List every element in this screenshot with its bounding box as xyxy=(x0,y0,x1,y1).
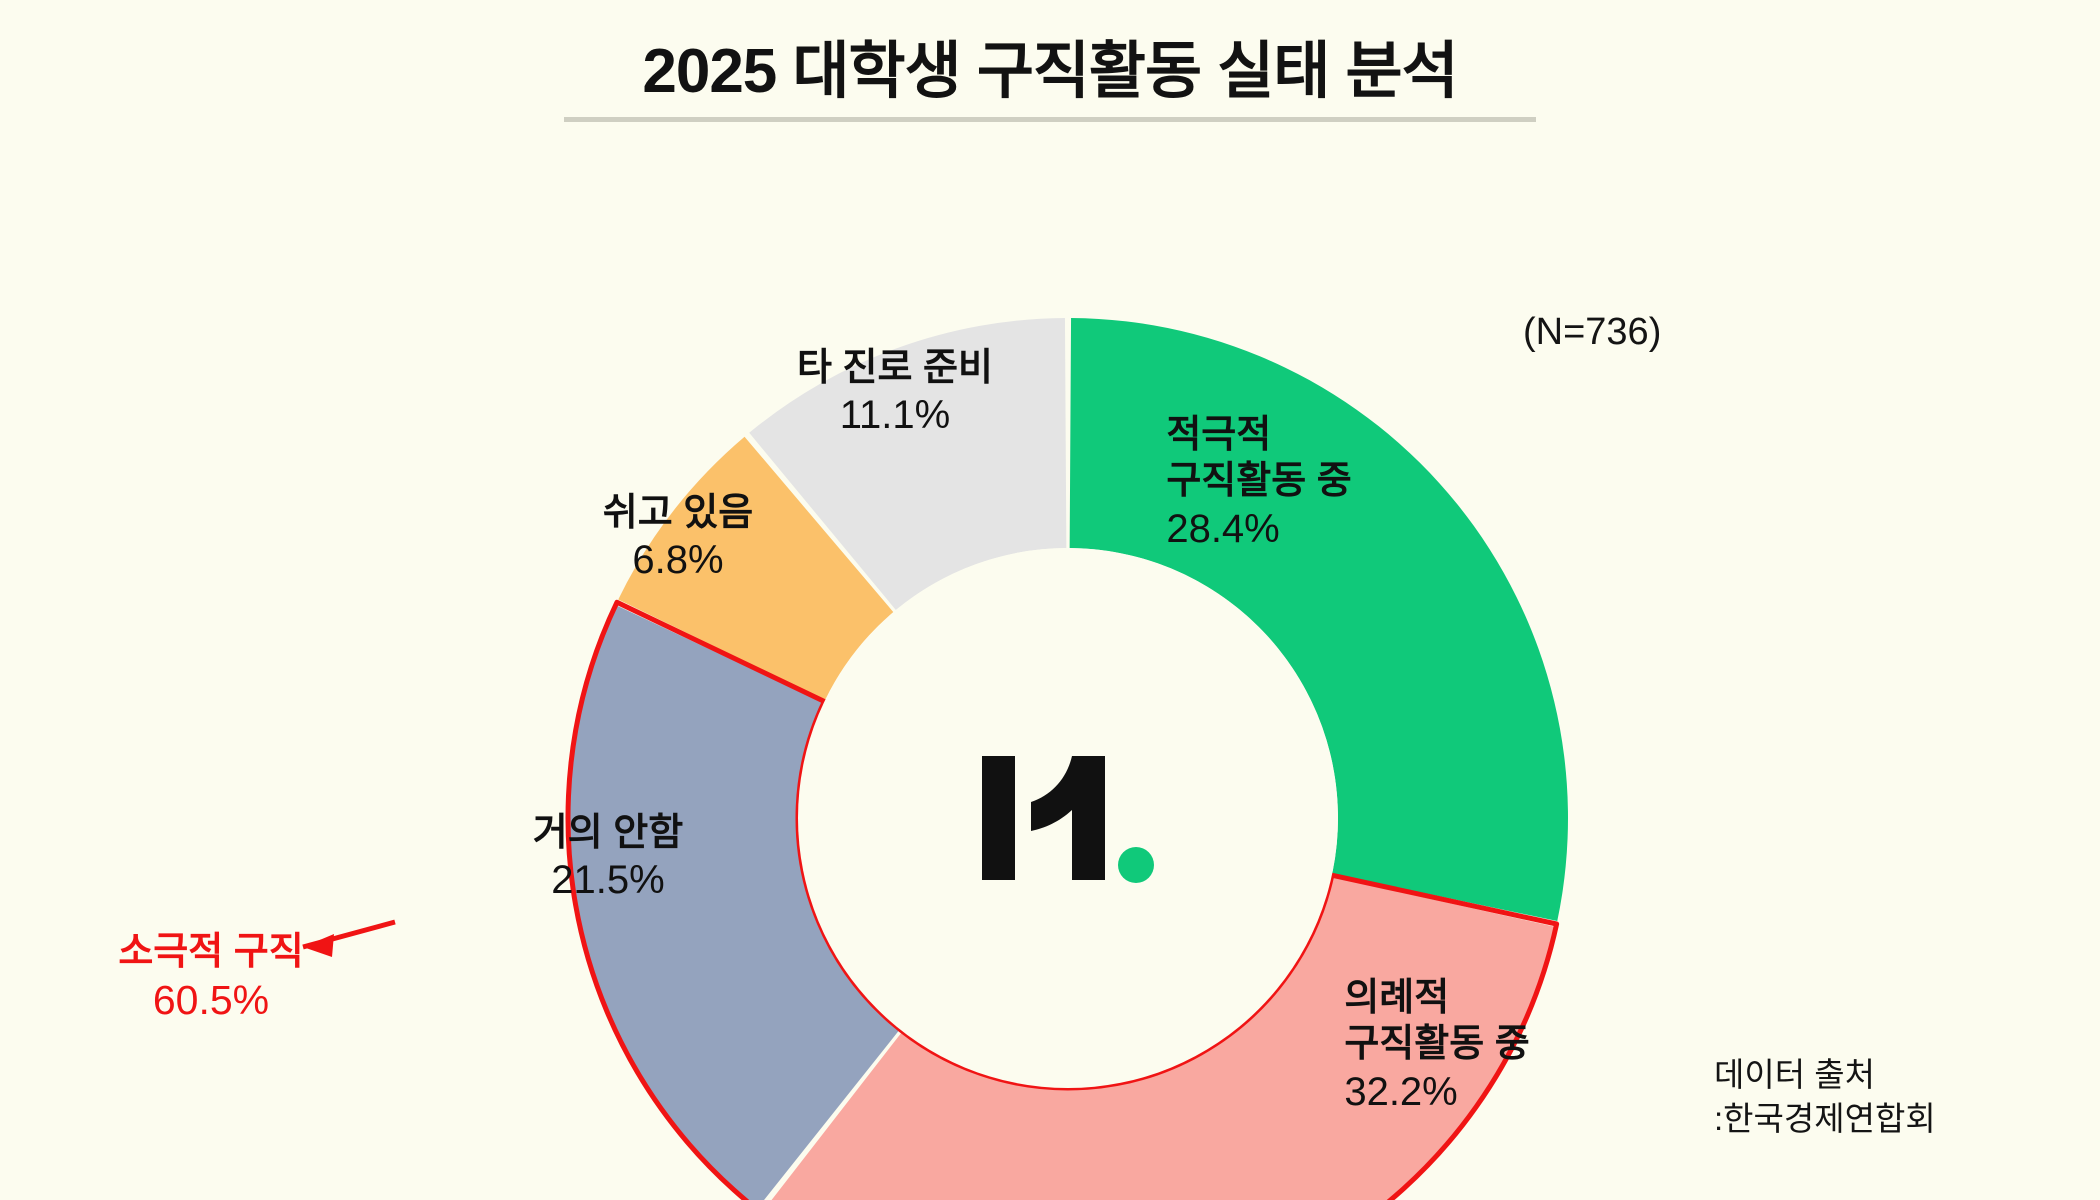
title-block: 2025 대학생 구직활동 실태 분석 xyxy=(0,36,2100,123)
passive-job-seeking-callout: 소극적 구직 60.5% xyxy=(118,930,303,1025)
donut-slice-other[interactable] xyxy=(749,318,1067,610)
data-source-value: :한국경제연합회 xyxy=(1714,1099,1936,1137)
sample-size-note: (N=736) xyxy=(1523,311,1662,353)
donut-slice-active[interactable] xyxy=(1069,318,1569,922)
brand-logo xyxy=(982,756,1154,883)
donut-slice-resting[interactable] xyxy=(618,436,894,701)
logo-dot-icon xyxy=(1118,847,1154,883)
page-title: 2025 대학생 구직활동 실태 분석 xyxy=(642,37,1458,106)
data-source-label: 데이터 출처 xyxy=(1714,1056,1875,1093)
title-underline xyxy=(564,117,1536,123)
logo-bar-left xyxy=(982,756,1015,880)
callout-arrow-head-icon xyxy=(303,934,334,957)
donut-slices xyxy=(568,318,1569,1200)
donut-slice-ritual[interactable] xyxy=(761,876,1556,1200)
data-source-note: 데이터 출처 :한국경제연합회 xyxy=(1714,1053,1936,1140)
logo-numeral-one xyxy=(1031,756,1105,880)
donut-slice-rarely[interactable] xyxy=(568,605,900,1200)
callout-arrow xyxy=(302,919,396,957)
callout-label: 소극적 구직 xyxy=(118,931,304,973)
donut-center-hole xyxy=(798,548,1338,1088)
callout-value: 60.5% xyxy=(152,976,270,1023)
